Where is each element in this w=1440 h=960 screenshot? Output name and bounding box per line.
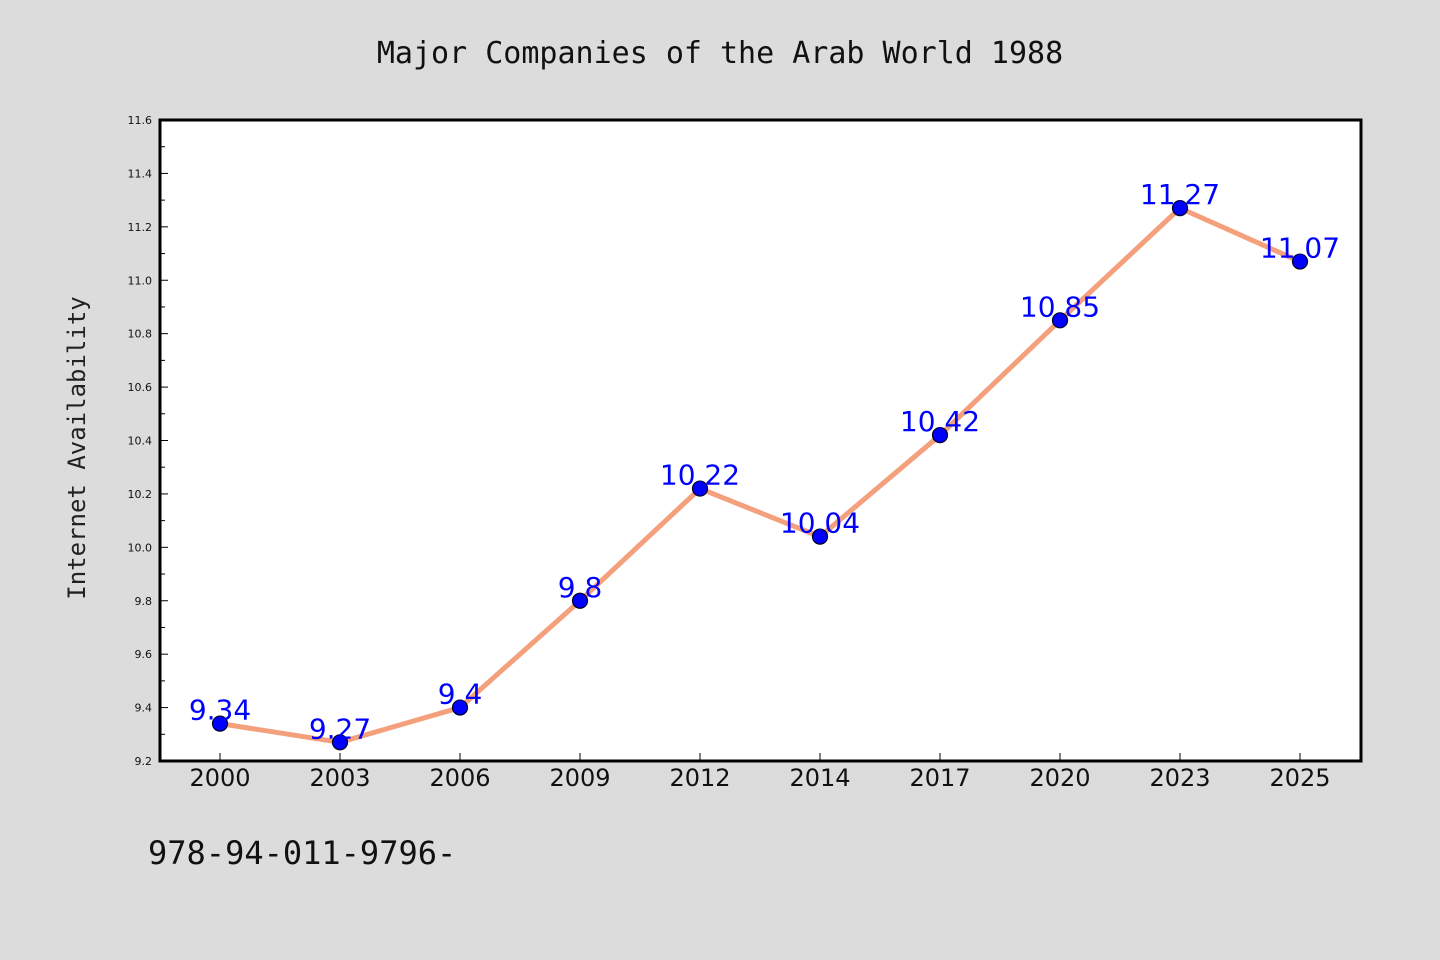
y-axis: 9.2 9.4 9.6 9.8 10.0 10.2 10.4 10.6 10.8 11.0 11.2… (128, 114, 168, 768)
series-group (217, 205, 1303, 745)
y-tick-label: 11.2 (128, 221, 153, 234)
x-tick-label: 2003 (309, 764, 370, 792)
data-point-marker (1291, 253, 1309, 270)
data-label: 9.34 (189, 694, 251, 727)
x-tick-label: 2012 (669, 764, 730, 792)
y-tick-label: 11.6 (128, 114, 153, 127)
x-axis: 2000 2003 2006 2009 2012 2014 2017 2020 2023 2025 (189, 753, 1331, 792)
data-label: 11.07 (1260, 232, 1340, 265)
y-tick-label: 11.4 (128, 167, 153, 180)
data-point-marker (811, 528, 829, 545)
data-point-marker (571, 592, 589, 609)
y-tick-label: 10.0 (128, 541, 153, 554)
y-tick-label: 10.6 (128, 381, 153, 394)
y-tick-label: 10.4 (128, 435, 153, 448)
data-label: 9.27 (309, 712, 371, 745)
data-point-marker (451, 699, 469, 716)
data-point-marker (931, 427, 949, 444)
x-tick-label: 2000 (189, 764, 250, 792)
data-labels-group: 9.34 9.27 9.4 9.8 10.22 10.04 10.42 10.85 11.27 1… (189, 178, 1340, 745)
y-tick-label: 10.8 (128, 328, 153, 341)
x-tick-label: 2020 (1029, 764, 1090, 792)
data-label: 10.04 (780, 507, 860, 540)
y-tick-label: 11.0 (128, 274, 153, 287)
data-label: 11.27 (1140, 178, 1220, 211)
data-point-marker (1171, 200, 1189, 217)
data-label: 10.42 (900, 405, 980, 438)
data-point-marker (211, 715, 229, 732)
x-tick-label: 2023 (1149, 764, 1210, 792)
x-tick-label: 2006 (429, 764, 490, 792)
y-axis-label: Internet Availability (63, 296, 91, 599)
data-label: 9.4 (438, 678, 483, 711)
series-line (217, 205, 1303, 745)
y-tick-label: 9.8 (135, 595, 153, 608)
plot-frame (158, 118, 1363, 763)
data-label: 10.85 (1020, 290, 1100, 323)
x-tick-label: 2025 (1269, 764, 1330, 792)
markers-group (211, 200, 1309, 751)
data-label: 10.22 (660, 459, 740, 492)
data-label: 9.8 (558, 571, 603, 604)
data-point-marker (1051, 312, 1069, 329)
y-tick-label: 10.2 (128, 488, 153, 501)
y-tick-label: 9.2 (135, 755, 153, 768)
data-point-marker (331, 734, 349, 751)
y-tick-label: 9.4 (135, 702, 153, 715)
x-tick-label: 2014 (789, 764, 850, 792)
x-tick-label: 2017 (909, 764, 970, 792)
chart-title: Major Companies of the Arab World 1988 (377, 36, 1063, 71)
data-point-marker (691, 480, 709, 497)
footer-text: 978-94-011-9796- (148, 834, 456, 872)
x-tick-label: 2009 (549, 764, 610, 792)
y-tick-label: 9.6 (135, 648, 153, 661)
